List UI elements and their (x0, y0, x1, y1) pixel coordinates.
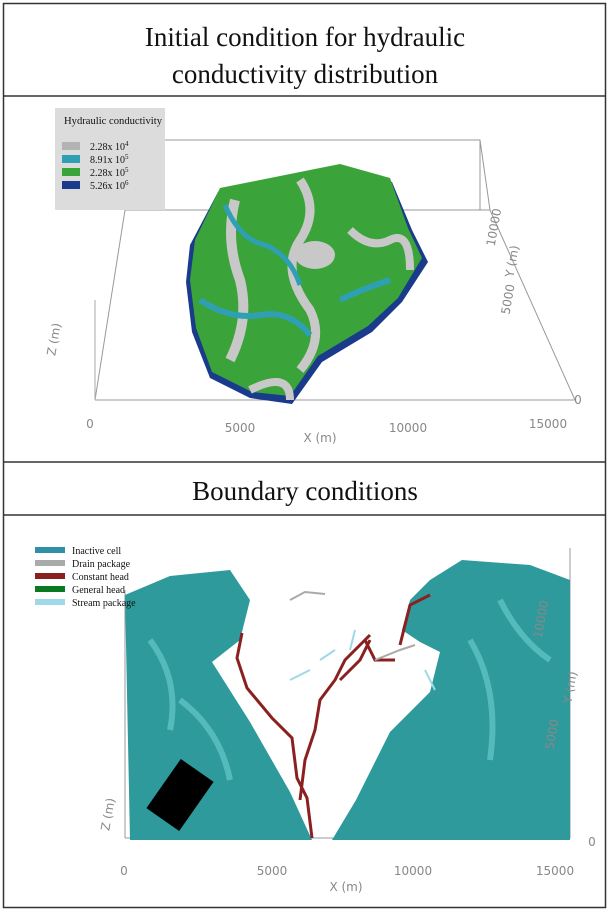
legend-swatch (35, 560, 65, 566)
legend-label-base: 8.91x 10 (90, 155, 125, 166)
x-tick-label: 15000 (536, 864, 574, 878)
z-axis-label: Z (m) (98, 797, 118, 832)
legend-label-exp: 4 (125, 140, 129, 148)
legend-swatch (62, 142, 80, 150)
x-axis-label: X (m) (303, 431, 336, 445)
terrain (125, 560, 570, 840)
x-tick-label: 10000 (389, 421, 427, 435)
x-axis-label: X (m) (329, 880, 362, 894)
legend-label-base: 5.26x 10 (90, 181, 125, 192)
legend-label: Stream package (72, 598, 136, 609)
legend-label-base: 2.28x 10 (90, 142, 125, 153)
legend-swatch (62, 168, 80, 176)
x-tick-label: 0 (120, 864, 128, 878)
legend-label: Inactive cell (72, 546, 121, 557)
legend-label-base: 2.28x 10 (90, 168, 125, 179)
legend-swatch (62, 181, 80, 189)
x-tick-label: 5000 (225, 421, 256, 435)
legend-swatch (35, 547, 65, 553)
legend-label: 8.91x 105 (90, 153, 129, 166)
legend-label: 2.28x 105 (90, 166, 129, 179)
legend-label: 5.26x 106 (90, 179, 129, 192)
x-tick-label: 15000 (529, 417, 567, 431)
legend-swatch (35, 599, 65, 605)
x-tick-label: 0 (86, 417, 94, 431)
panel-title: conductivity distribution (172, 59, 439, 89)
legend-swatch (35, 586, 65, 592)
legend: Inactive cell Drain package Constant head G… (35, 546, 136, 609)
terrain (186, 164, 428, 404)
panel-title: Initial condition for hydraulic (145, 22, 465, 52)
y-tick-label: 0 (574, 393, 582, 407)
legend-swatch (62, 155, 80, 163)
figure: Initial condition for hydraulic conducti… (0, 0, 609, 911)
y-tick-label: 5000 (499, 283, 518, 316)
z-axis-label: Z (m) (44, 322, 64, 357)
legend-title: Hydraulic conductivity (64, 116, 162, 127)
legend-label: Constant head (72, 572, 129, 583)
x-tick-label: 5000 (257, 864, 288, 878)
legend-label-exp: 6 (125, 179, 129, 187)
legend-label: Drain package (72, 559, 131, 570)
x-tick-label: 10000 (394, 864, 432, 878)
panel-title: Boundary conditions (192, 476, 418, 506)
legend-label-exp: 5 (125, 153, 129, 161)
legend-swatch (35, 573, 65, 579)
legend-label: 2.28x 104 (90, 140, 129, 153)
y-tick-label: 10000 (484, 207, 504, 247)
legend-label: General head (72, 585, 125, 596)
y-tick-label: 0 (588, 835, 596, 849)
legend-label-exp: 5 (125, 166, 129, 174)
